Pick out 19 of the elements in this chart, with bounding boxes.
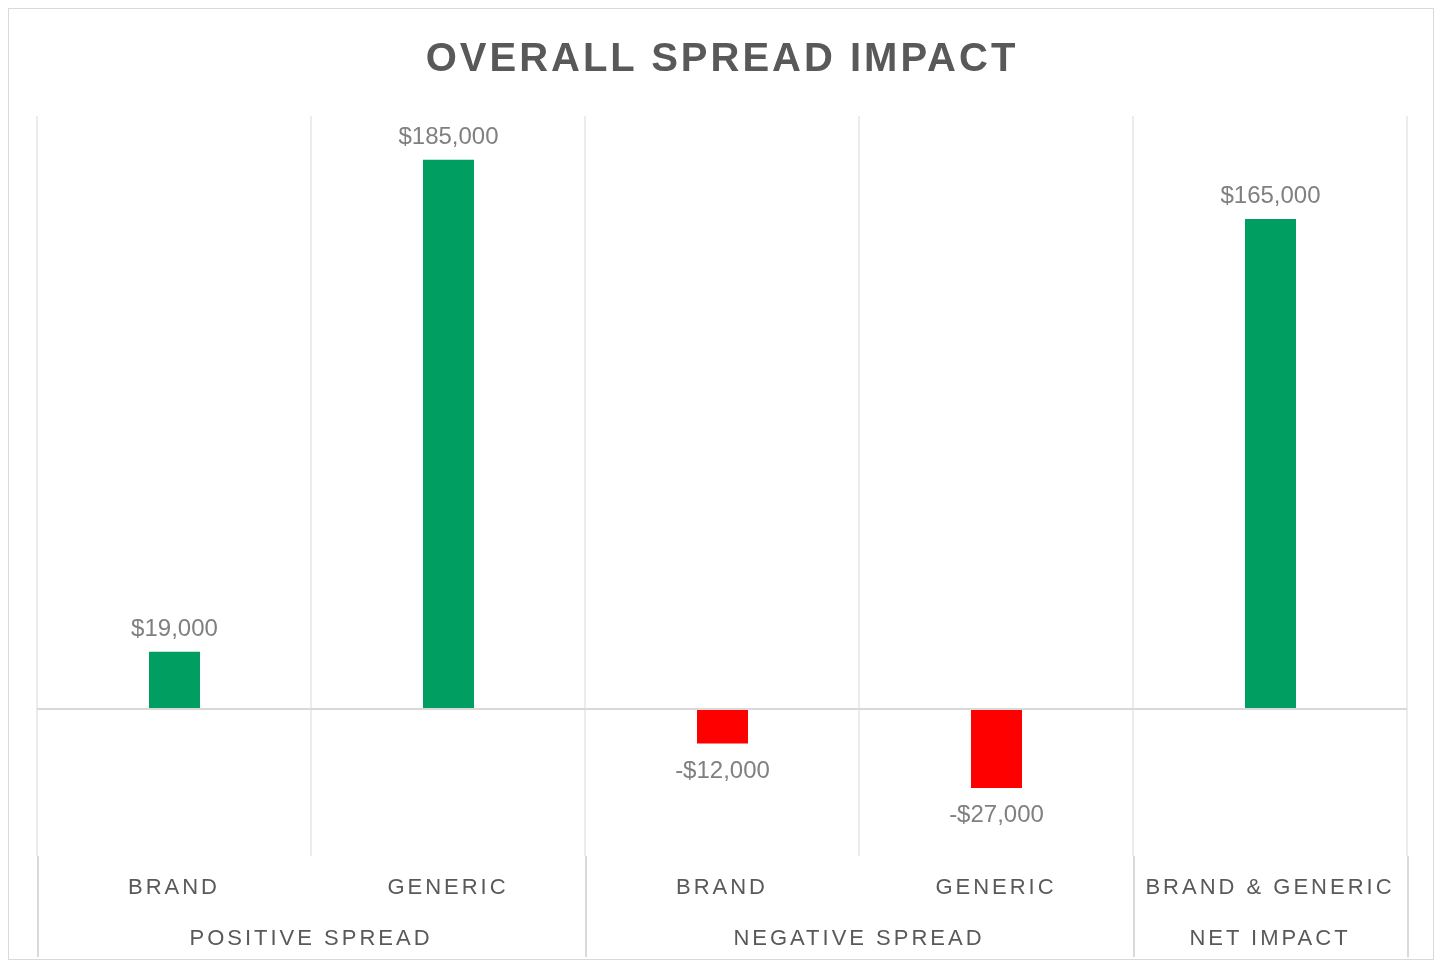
text: NEGATIVE SPREAD (732, 925, 986, 951)
bar (1245, 219, 1296, 708)
data-label: $185,000 (398, 121, 499, 149)
bar (149, 651, 200, 708)
bar (697, 708, 748, 744)
text: POSITIVE SPREAD (188, 925, 434, 951)
x-tick-label: GENERIC (387, 873, 509, 899)
x-tick-label: GENERIC (935, 873, 1057, 899)
chart-title: OVERALL SPREAD IMPACT (424, 35, 1020, 80)
bar (423, 159, 474, 708)
data-label: $165,000 (1220, 181, 1321, 209)
x-tick-label: BRAND & GENERIC (1145, 873, 1395, 899)
x-tick-label: BRAND (675, 873, 769, 899)
x-tick-label: BRAND (127, 873, 221, 899)
bar (971, 708, 1022, 788)
data-label: -$27,000 (949, 800, 1044, 827)
data-label: -$12,000 (675, 755, 770, 783)
data-label: $19,000 (131, 613, 218, 641)
text: NET IMPACT (1188, 925, 1352, 951)
